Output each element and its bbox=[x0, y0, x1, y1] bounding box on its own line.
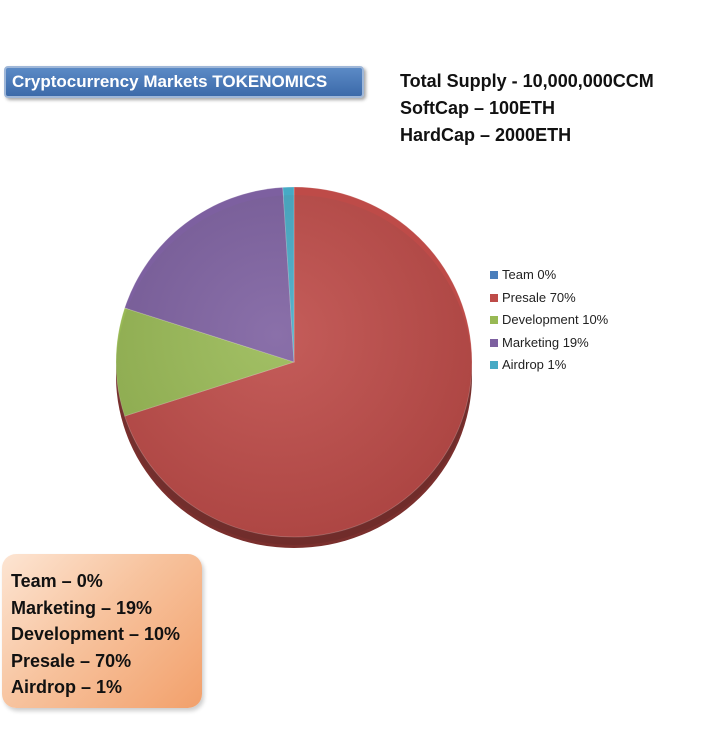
legend-swatch-development bbox=[490, 316, 498, 325]
legend-item-team: Team 0% bbox=[490, 264, 608, 287]
legend-label-marketing: Marketing 19% bbox=[502, 334, 589, 350]
legend-label-presale: Presale 70% bbox=[502, 289, 576, 305]
legend-item-development: Development 10% bbox=[490, 309, 608, 332]
legend-label-development: Development 10% bbox=[502, 312, 609, 327]
legend-label-airdrop: Airdrop 1% bbox=[502, 357, 567, 372]
legend-label-team: Team 0% bbox=[502, 267, 557, 282]
total-supply-text: Total Supply - 10,000,000CCM bbox=[400, 71, 654, 91]
legend-swatch-team bbox=[490, 271, 498, 280]
summary-line-airdrop: Airdrop – 1% bbox=[11, 677, 123, 697]
summary-line-development: Development – 10% bbox=[11, 624, 181, 644]
legend-item-presale: Presale 70% bbox=[490, 287, 608, 310]
softcap-text: SoftCap – 100ETH bbox=[400, 98, 556, 118]
legend-swatch-airdrop bbox=[490, 361, 498, 370]
supply-info: Total Supply - 10,000,000CCM SoftCap – 1… bbox=[400, 68, 654, 149]
legend-swatch-marketing bbox=[490, 338, 498, 347]
legend-item-airdrop: Airdrop 1% bbox=[490, 354, 608, 377]
summary-line-team: Team – 0% bbox=[11, 571, 103, 591]
chart-legend: Team 0% Presale 70% Development 10% Mark… bbox=[490, 264, 608, 377]
page-title: Cryptocurrency Markets TOKENOMICS bbox=[12, 72, 328, 91]
hardcap-text: HardCap – 2000ETH bbox=[400, 125, 572, 145]
legend-item-marketing: Marketing 19% bbox=[490, 332, 608, 355]
tokenomics-title-badge: Cryptocurrency Markets TOKENOMICS bbox=[4, 66, 364, 98]
legend-swatch-presale bbox=[490, 293, 498, 302]
pie-slices bbox=[115, 186, 473, 538]
allocation-summary-box: Team – 0% Marketing – 19% Development – … bbox=[2, 554, 202, 708]
summary-line-presale: Presale – 70% bbox=[11, 650, 132, 671]
summary-line-marketing: Marketing – 19% bbox=[11, 597, 153, 618]
